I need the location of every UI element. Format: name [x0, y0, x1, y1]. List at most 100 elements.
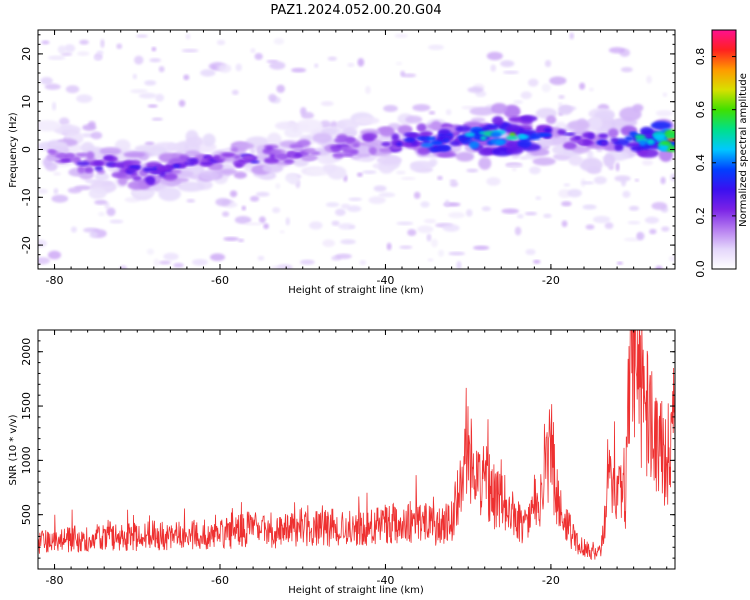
- spectrogram-y-tick-label: -10: [20, 188, 33, 206]
- spectrogram-ridge-blob: [464, 132, 476, 137]
- spectrogram-speckle: [651, 201, 668, 210]
- spectrogram-speckle: [65, 85, 80, 94]
- spectrogram-speckle: [655, 265, 663, 269]
- spectrogram-speckle: [399, 245, 413, 250]
- spectrogram-ridge-blob: [469, 140, 480, 149]
- spectrogram-speckle: [490, 64, 497, 72]
- spectrogram-speckle: [386, 242, 392, 251]
- spectrogram-speckle: [558, 95, 565, 99]
- spectrogram-speckle: [445, 109, 452, 116]
- spectrogram-ridge-blob: [562, 141, 577, 150]
- spectrogram-ridge-blob: [88, 187, 107, 200]
- spectrogram-speckle: [276, 84, 285, 93]
- colorbar-tick-label: 0.4: [694, 154, 707, 172]
- spectrogram-ridge-blob: [639, 140, 647, 147]
- spectrogram-ridge-blob: [131, 159, 141, 166]
- spectrogram-speckle: [670, 173, 675, 182]
- spectrogram-ridge-blob: [92, 160, 105, 166]
- spectrogram-ridge-blob: [60, 158, 73, 163]
- spectrogram-speckle: [486, 177, 501, 186]
- spectrogram-speckle: [634, 178, 640, 182]
- spectrogram-speckle: [585, 224, 595, 230]
- spectrogram-ridge-blob: [77, 166, 85, 174]
- spectrogram-ridge-blob: [158, 186, 181, 202]
- spectrogram-ridge-blob: [481, 126, 490, 132]
- spectrogram-ridge-blob: [352, 142, 360, 148]
- spectrogram-speckle: [646, 75, 652, 84]
- spectrogram-speckle: [151, 117, 163, 121]
- spectrogram-speckle: [209, 253, 226, 262]
- spectrogram-ridge-blob: [147, 177, 155, 186]
- spectrogram-ridge-blob: [183, 161, 195, 166]
- spectrogram-speckle: [449, 181, 459, 187]
- spectrogram-speckle: [301, 111, 315, 120]
- spectrogram-speckle: [159, 260, 171, 265]
- spectrogram-speckle: [636, 231, 645, 241]
- spectrogram-speckle: [567, 188, 582, 198]
- spectrogram-speckle: [423, 218, 437, 224]
- snr-x-tick-label: -60: [211, 574, 229, 587]
- spectrogram-speckle: [500, 60, 515, 68]
- spectrogram-speckle: [258, 216, 266, 224]
- spectrogram-ridge-blob: [438, 135, 445, 141]
- spectrogram-speckle: [67, 187, 82, 194]
- spectrogram-ridge-blob: [286, 151, 295, 156]
- spectrogram-ridge-blob: [624, 135, 634, 142]
- colorbar-frame: [711, 29, 737, 270]
- spectrogram-ridge-blob: [506, 146, 524, 155]
- snr-y-tick-label: 2000: [20, 338, 33, 366]
- spectrogram-ridge-blob: [443, 138, 450, 143]
- spectrogram-ridge-blob: [600, 141, 608, 146]
- spectrogram-ridge-blob: [579, 158, 603, 172]
- spectrogram-ridge-blob: [660, 140, 671, 146]
- spectrogram-speckle: [185, 33, 191, 40]
- spectrogram-speckle: [604, 222, 614, 230]
- spectrogram-speckle: [449, 179, 457, 183]
- colorbar-tick-label: 0.0: [694, 260, 707, 278]
- spectrogram-speckle: [186, 199, 196, 203]
- spectrogram-speckle: [627, 220, 641, 225]
- spectrogram-ridge-blob: [67, 153, 76, 158]
- spectrogram-speckle: [320, 101, 334, 107]
- spectrogram-speckle: [348, 225, 356, 229]
- spectrogram-speckle: [263, 223, 269, 230]
- spectrogram-speckle: [535, 196, 542, 200]
- spectrogram-ridge-blob: [76, 161, 90, 166]
- spectrogram-speckle: [412, 104, 431, 112]
- spectrogram-ridge-blob: [390, 145, 402, 150]
- spectrogram-speckle: [628, 205, 640, 211]
- spectrogram-ridge-blob: [568, 155, 583, 166]
- spectrogram-speckle: [549, 76, 567, 86]
- spectrogram-speckle: [400, 70, 406, 77]
- spectrogram-speckle: [442, 224, 460, 232]
- spectrogram-panel: -80 -60 -40 -20 -20 -10 0 10 20 Height of straig…: [8, 29, 676, 296]
- spectrogram-ridge-blob: [285, 173, 299, 183]
- spectrogram-speckle: [620, 67, 633, 73]
- spectrogram-speckle: [348, 197, 363, 201]
- spectrogram-ridge-blob: [495, 140, 505, 145]
- spectrogram-speckle: [502, 70, 519, 75]
- spectrogram-speckle: [309, 221, 323, 230]
- spectrogram-speckle: [40, 76, 53, 85]
- snr-panel: -80 -60 -40 -20 500 1000 1500 2000 Height of st…: [8, 329, 676, 596]
- spectrogram-ridge-blob: [397, 124, 413, 135]
- spectrogram-speckle: [563, 183, 571, 187]
- spectrogram-ridge-blob: [322, 163, 337, 174]
- spectrogram-speckle: [70, 226, 77, 233]
- spectrogram-ridge-blob: [403, 137, 416, 143]
- spectrogram-speckle: [300, 259, 315, 265]
- spectrogram-speckle: [250, 146, 256, 155]
- spectrogram-speckle: [644, 216, 660, 224]
- spectrogram-ridge-blob: [659, 144, 669, 152]
- spectrogram-speckle: [383, 104, 398, 113]
- spectrogram-ridge-blob: [340, 146, 353, 150]
- spectrogram-ridge-blob: [301, 154, 315, 161]
- spectrogram-speckle: [119, 265, 128, 269]
- spectrogram-speckle: [579, 82, 586, 90]
- spectrogram-speckle: [47, 250, 62, 260]
- spectrogram-ridge-blob: [563, 132, 576, 136]
- spectrogram-speckle: [359, 260, 367, 266]
- spectrogram-ridge-blob: [262, 163, 284, 174]
- spectrogram-image: [38, 32, 675, 269]
